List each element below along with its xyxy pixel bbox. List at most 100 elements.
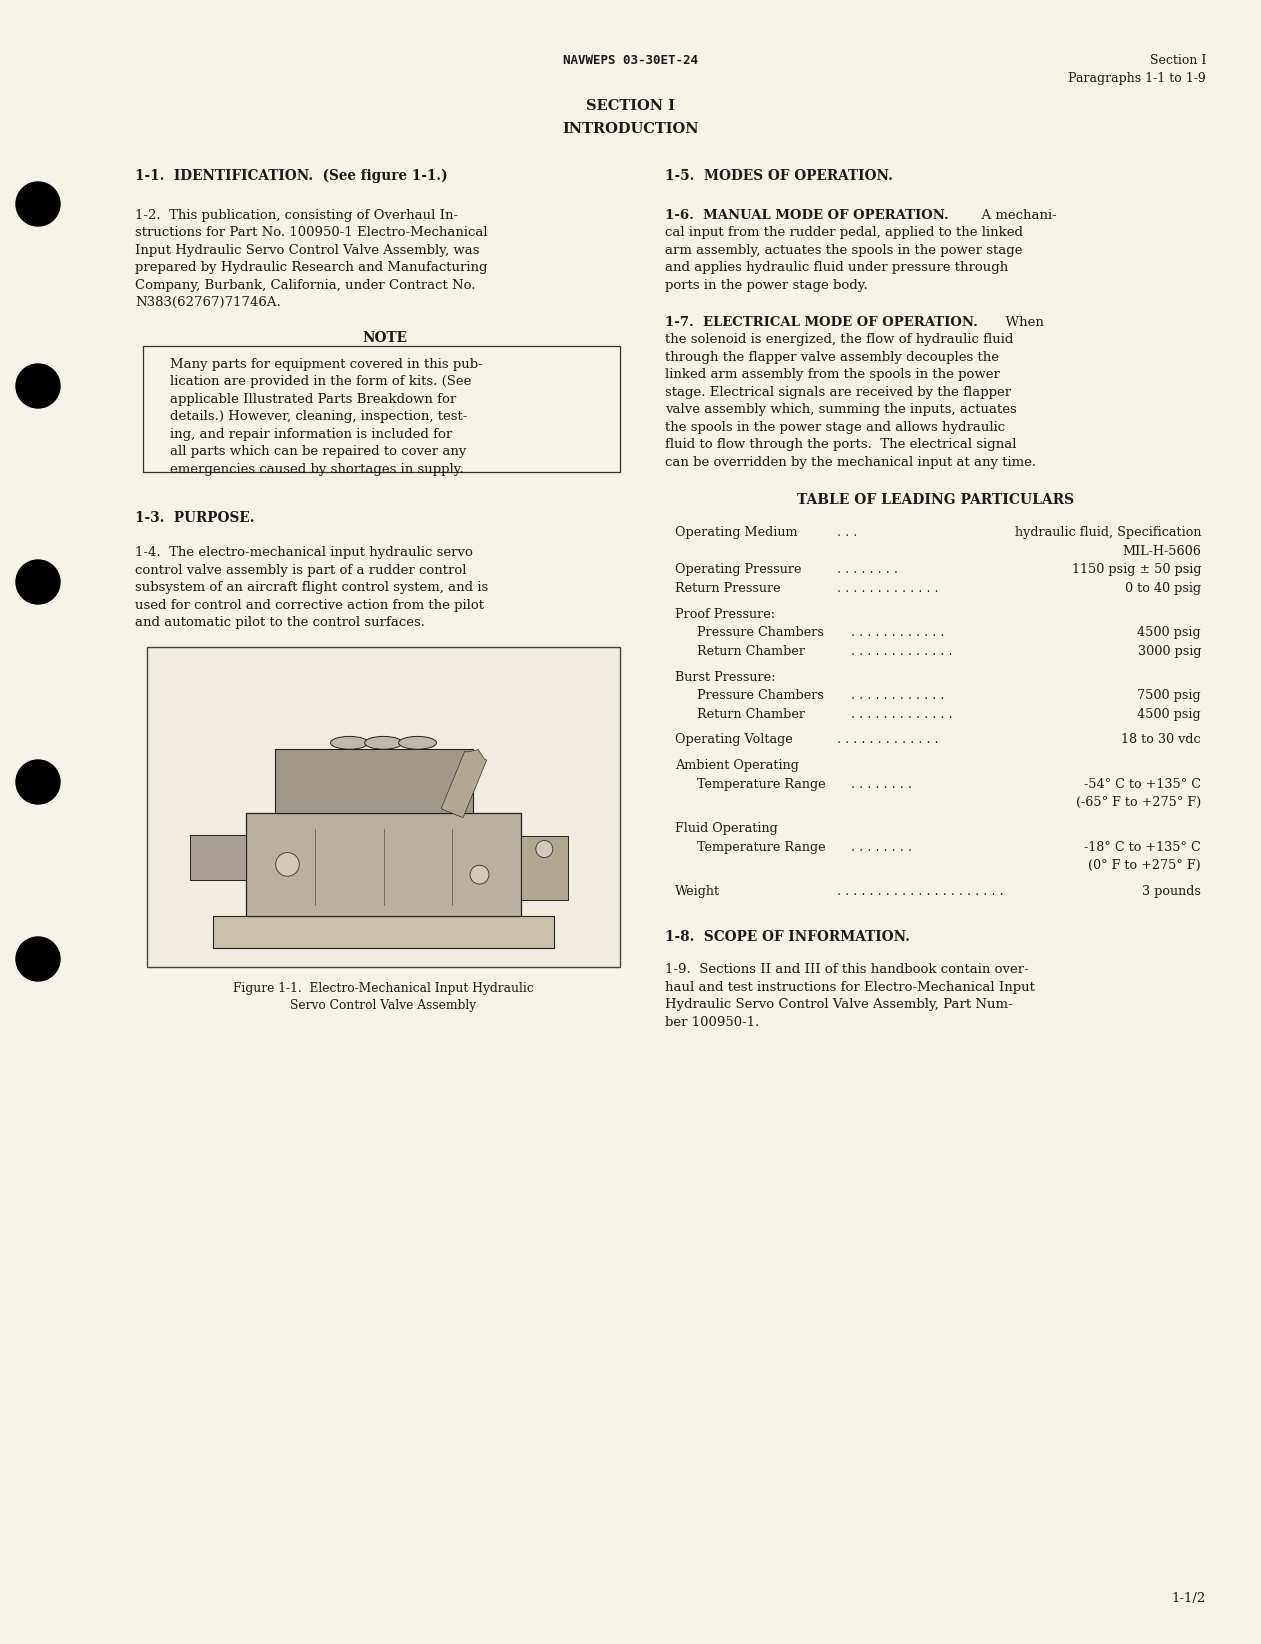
Circle shape [16, 937, 61, 981]
Text: . . . . . . . .: . . . . . . . . [851, 778, 912, 791]
Text: A mechani-: A mechani- [973, 209, 1057, 222]
Text: 1-2.  This publication, consisting of Overhaul In-: 1-2. This publication, consisting of Ove… [135, 209, 458, 222]
Text: . . . . . . . . . . . . .: . . . . . . . . . . . . . [851, 707, 952, 720]
Text: Many parts for equipment covered in this pub-: Many parts for equipment covered in this… [170, 358, 483, 370]
Bar [142, 345, 620, 472]
Text: Operating Pressure: Operating Pressure [675, 564, 802, 575]
Text: Weight: Weight [675, 884, 720, 898]
Circle shape [470, 865, 489, 884]
Text: details.) However, cleaning, inspection, test-: details.) However, cleaning, inspection,… [170, 409, 468, 423]
Text: . . . . . . . . . . . .: . . . . . . . . . . . . [851, 689, 944, 702]
Text: Figure 1-1.  Electro-Mechanical Input Hydraulic: Figure 1-1. Electro-Mechanical Input Hyd… [233, 981, 533, 995]
Text: INTRODUCTION: INTRODUCTION [562, 122, 699, 136]
Text: structions for Part No. 100950-1 Electro-Mechanical: structions for Part No. 100950-1 Electro… [135, 227, 488, 238]
Bar [275, 750, 473, 814]
Text: . . . . . . . . . . . . . . . . . . . . .: . . . . . . . . . . . . . . . . . . . . … [837, 884, 1004, 898]
Text: Temperature Range: Temperature Range [697, 778, 826, 791]
Text: 7500 psig: 7500 psig [1137, 689, 1200, 702]
FancyArrow shape [441, 750, 487, 817]
Text: and automatic pilot to the control surfaces.: and automatic pilot to the control surfa… [135, 616, 425, 630]
Text: Return Pressure: Return Pressure [675, 582, 781, 595]
Text: valve assembly which, summing the inputs, actuates: valve assembly which, summing the inputs… [665, 403, 1016, 416]
Text: 1-9.  Sections II and III of this handbook contain over-: 1-9. Sections II and III of this handboo… [665, 963, 1029, 977]
Text: Operating Voltage: Operating Voltage [675, 733, 793, 746]
Text: (0° F to +275° F): (0° F to +275° F) [1088, 860, 1200, 873]
Circle shape [536, 840, 552, 858]
Text: Operating Medium: Operating Medium [675, 526, 797, 539]
Ellipse shape [364, 737, 402, 750]
Bar [521, 837, 567, 901]
Text: 18 to 30 vdc: 18 to 30 vdc [1121, 733, 1200, 746]
Text: cal input from the rudder pedal, applied to the linked: cal input from the rudder pedal, applied… [665, 227, 1023, 238]
Text: 3000 psig: 3000 psig [1137, 644, 1200, 658]
Text: Return Chamber: Return Chamber [697, 707, 805, 720]
Text: subsystem of an aircraft flight control system, and is: subsystem of an aircraft flight control … [135, 580, 488, 593]
Text: . . . . . . . .: . . . . . . . . [851, 840, 912, 853]
Text: (-65° F to +275° F): (-65° F to +275° F) [1076, 796, 1200, 809]
Text: stage. Electrical signals are received by the flapper: stage. Electrical signals are received b… [665, 386, 1011, 399]
Text: 4500 psig: 4500 psig [1137, 707, 1200, 720]
Bar [213, 916, 554, 947]
Bar [189, 835, 246, 880]
Text: . . . . . . . . . . . . .: . . . . . . . . . . . . . [851, 644, 952, 658]
Text: Section I: Section I [1150, 54, 1206, 67]
Text: through the flapper valve assembly decouples the: through the flapper valve assembly decou… [665, 350, 999, 363]
Text: hydraulic fluid, Specification: hydraulic fluid, Specification [1015, 526, 1200, 539]
Text: 1-1.  IDENTIFICATION.  (See figure 1-1.): 1-1. IDENTIFICATION. (See figure 1-1.) [135, 169, 448, 184]
Text: Temperature Range: Temperature Range [697, 840, 826, 853]
Text: SECTION I: SECTION I [586, 99, 675, 113]
Text: fluid to flow through the ports.  The electrical signal: fluid to flow through the ports. The ele… [665, 439, 1016, 452]
Text: . . . . . . . . . . . . .: . . . . . . . . . . . . . [837, 582, 938, 595]
Text: can be overridden by the mechanical input at any time.: can be overridden by the mechanical inpu… [665, 455, 1037, 469]
Text: N383(62767)71746A.: N383(62767)71746A. [135, 296, 281, 309]
Text: TABLE OF LEADING PARTICULARS: TABLE OF LEADING PARTICULARS [797, 493, 1074, 508]
Text: emergencies caused by shortages in supply.: emergencies caused by shortages in suppl… [170, 462, 464, 475]
Text: 1-6.  MANUAL MODE OF OPERATION.: 1-6. MANUAL MODE OF OPERATION. [665, 209, 948, 222]
Text: 4500 psig: 4500 psig [1137, 626, 1200, 640]
Text: 1150 psig ± 50 psig: 1150 psig ± 50 psig [1072, 564, 1200, 575]
Text: 3 pounds: 3 pounds [1142, 884, 1200, 898]
Ellipse shape [398, 737, 436, 750]
Text: Return Chamber: Return Chamber [697, 644, 805, 658]
Circle shape [16, 182, 61, 225]
Text: . . . . . . . .: . . . . . . . . [837, 564, 898, 575]
Text: When: When [997, 316, 1044, 329]
Text: Hydraulic Servo Control Valve Assembly, Part Num-: Hydraulic Servo Control Valve Assembly, … [665, 998, 1013, 1011]
Text: NAVWEPS 03-30ET-24: NAVWEPS 03-30ET-24 [562, 54, 699, 67]
Text: -54° C to +135° C: -54° C to +135° C [1084, 778, 1200, 791]
Ellipse shape [330, 737, 368, 750]
Text: all parts which can be repaired to cover any: all parts which can be repaired to cover… [170, 446, 467, 459]
Text: used for control and corrective action from the pilot: used for control and corrective action f… [135, 598, 484, 612]
Circle shape [16, 760, 61, 804]
Bar [246, 814, 521, 916]
Text: the spools in the power stage and allows hydraulic: the spools in the power stage and allows… [665, 421, 1005, 434]
Text: Burst Pressure:: Burst Pressure: [675, 671, 776, 684]
Text: . . . . . . . . . . . .: . . . . . . . . . . . . [851, 626, 944, 640]
Text: Servo Control Valve Assembly: Servo Control Valve Assembly [290, 1000, 477, 1013]
Text: Company, Burbank, California, under Contract No.: Company, Burbank, California, under Cont… [135, 278, 475, 291]
Circle shape [16, 561, 61, 603]
Text: 1-1/2: 1-1/2 [1171, 1591, 1206, 1605]
Text: 0 to 40 psig: 0 to 40 psig [1125, 582, 1200, 595]
Text: Paragraphs 1-1 to 1-9: Paragraphs 1-1 to 1-9 [1068, 72, 1206, 85]
Text: prepared by Hydraulic Research and Manufacturing: prepared by Hydraulic Research and Manuf… [135, 261, 488, 275]
Text: and applies hydraulic fluid under pressure through: and applies hydraulic fluid under pressu… [665, 261, 1009, 275]
Text: arm assembly, actuates the spools in the power stage: arm assembly, actuates the spools in the… [665, 243, 1023, 256]
Text: applicable Illustrated Parts Breakdown for: applicable Illustrated Parts Breakdown f… [170, 393, 456, 406]
Text: linked arm assembly from the spools in the power: linked arm assembly from the spools in t… [665, 368, 1000, 381]
Text: 1-8.  SCOPE OF INFORMATION.: 1-8. SCOPE OF INFORMATION. [665, 931, 910, 944]
Text: Input Hydraulic Servo Control Valve Assembly, was: Input Hydraulic Servo Control Valve Asse… [135, 243, 479, 256]
Text: . . . . . . . . . . . . .: . . . . . . . . . . . . . [837, 733, 938, 746]
Text: ing, and repair information is included for: ing, and repair information is included … [170, 427, 453, 441]
Text: -18° C to +135° C: -18° C to +135° C [1084, 840, 1200, 853]
Text: MIL-H-5606: MIL-H-5606 [1122, 544, 1200, 557]
Text: 1-3.  PURPOSE.: 1-3. PURPOSE. [135, 511, 255, 524]
Text: lication are provided in the form of kits. (See: lication are provided in the form of kit… [170, 375, 472, 388]
Text: the solenoid is energized, the flow of hydraulic fluid: the solenoid is energized, the flow of h… [665, 334, 1014, 347]
Bar [148, 646, 620, 967]
Text: Pressure Chambers: Pressure Chambers [697, 626, 823, 640]
Text: haul and test instructions for Electro-Mechanical Input: haul and test instructions for Electro-M… [665, 980, 1035, 993]
Text: ports in the power stage body.: ports in the power stage body. [665, 278, 868, 291]
Circle shape [276, 853, 299, 876]
Text: control valve assembly is part of a rudder control: control valve assembly is part of a rudd… [135, 564, 467, 577]
